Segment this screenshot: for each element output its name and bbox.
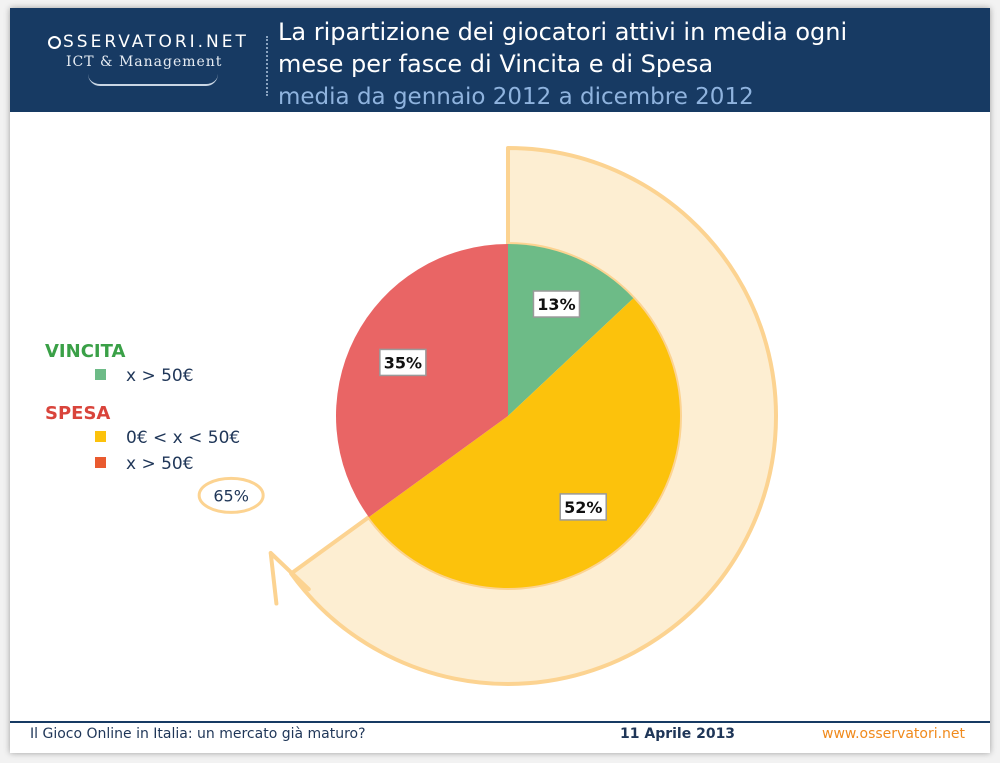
key-icon [48,36,61,49]
slice-spesa-over-50 [336,244,508,518]
legend-item-spesa-0-to-50: 0€ < x < 50€ [95,428,240,448]
data-label-text: 13% [537,295,575,314]
header-bar: SSERVATORI.NET ICT & Management La ripar… [10,8,990,112]
logo-subtitle: ICT & Management [66,54,223,70]
footer-title: Il Gioco Online in Italia: un mercato gi… [30,726,366,742]
annotation-label: 65% [197,476,265,514]
legend-swatch-red [95,457,106,468]
data-label-box [532,290,581,318]
data-label-spesa-over-50: 35% [379,348,427,377]
legend-label: 0€ < x < 50€ [126,428,241,448]
footer-divider [10,721,990,723]
pie-chart: 13% 52% 35% 65% [197,146,778,686]
annotation-label-bubble [197,476,265,514]
slice-vincita-over-50 [508,244,634,416]
legend-label: x > 50€ [126,366,194,386]
page-title: La ripartizione dei giocatori attivi in … [278,16,978,80]
legend-heading-spesa: SPESA [45,403,111,424]
data-label-text: 52% [564,498,602,517]
osservatori-logo: SSERVATORI.NET ICT & Management [48,32,248,102]
logo-wordmark: SSERVATORI.NET [48,32,249,52]
annotation-arrowhead [268,551,311,606]
data-label-box [379,348,427,377]
annotation-label-text: 65% [213,486,249,505]
slide: SSERVATORI.NET ICT & Management La ripar… [10,8,990,753]
title-line-2: mese per fasce di Vincita e di Spesa [278,50,714,78]
legend-swatch-green [95,369,106,380]
page-subtitle: media da gennaio 2012 a dicembre 2012 [278,84,754,110]
footer-date: 11 Aprile 2013 [620,726,736,742]
logo-text: SSERVATORI.NET [63,32,249,52]
legend-heading-vincita: VINCITA [45,341,126,362]
legend-label: x > 50€ [126,454,194,474]
legend-item-spesa-over-50: x > 50€ [95,454,194,474]
data-label-text: 35% [384,353,422,372]
data-label-box [559,493,607,521]
footer-website-link[interactable]: www.osservatori.net [822,726,966,742]
data-label-vincita-over-50: 13% [532,290,581,318]
logo-swoosh [88,74,218,86]
legend-item-vincita-over-50: x > 50€ [95,366,194,386]
header-divider [266,36,268,96]
legend-swatch-yellow [95,431,106,442]
title-line-1: La ripartizione dei giocatori attivi in … [278,18,848,46]
data-label-spesa-0-to-50: 52% [559,493,607,521]
